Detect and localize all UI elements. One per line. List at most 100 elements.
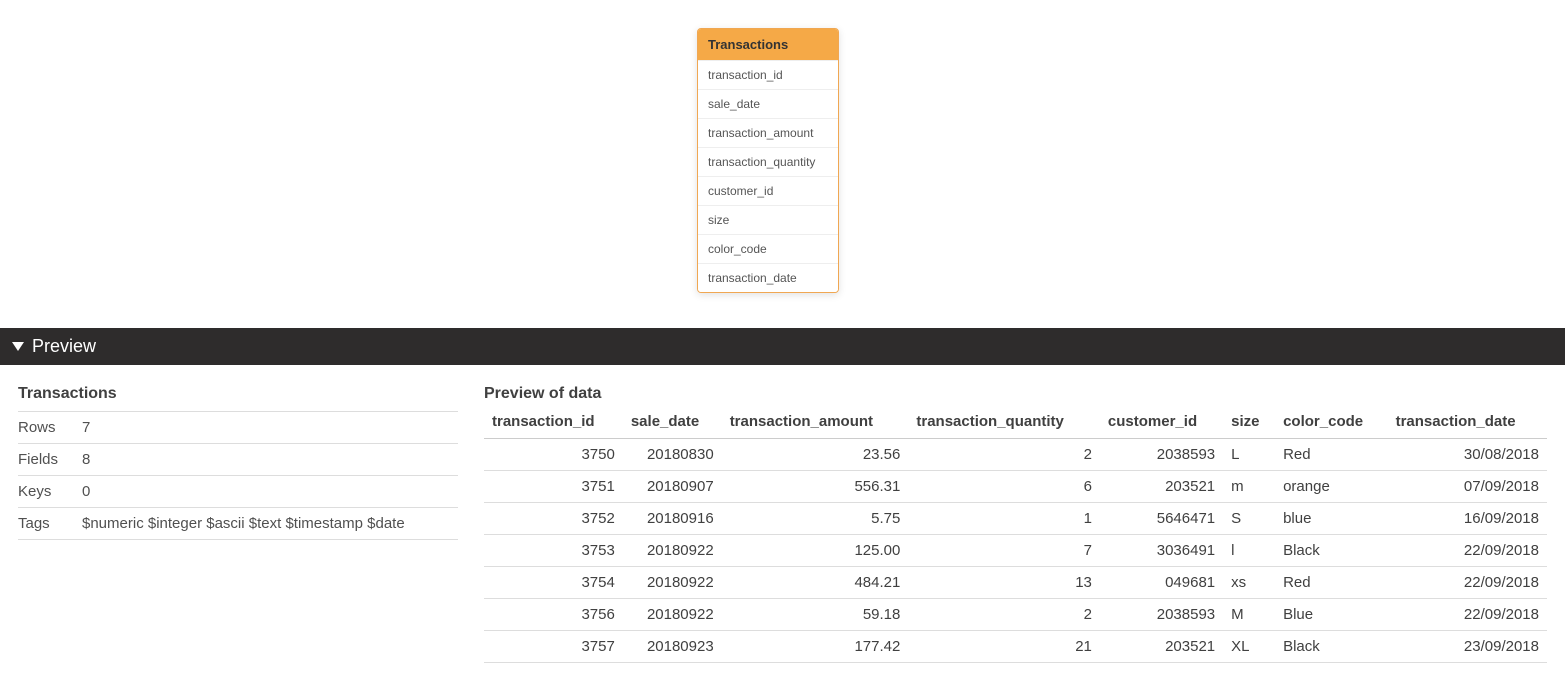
meta-row-keys: Keys 0 <box>18 476 458 508</box>
preview-bar-title: Preview <box>32 336 96 357</box>
meta-label: Rows <box>18 419 82 436</box>
table-cell: 23.56 <box>722 439 909 471</box>
meta-row-rows: Rows 7 <box>18 412 458 444</box>
column-header[interactable]: transaction_date <box>1388 407 1547 439</box>
table-cell: 203521 <box>1100 471 1223 503</box>
table-cell: 2 <box>908 599 1100 631</box>
table-card-field[interactable]: color_code <box>698 234 838 263</box>
table-row[interactable]: 3752201809165.7515646471Sblue16/09/2018 <box>484 503 1547 535</box>
table-cell: 484.21 <box>722 567 909 599</box>
table-cell: 20180916 <box>623 503 722 535</box>
collapse-icon <box>12 342 24 351</box>
column-header[interactable]: size <box>1223 407 1275 439</box>
table-cell: 203521 <box>1100 631 1223 663</box>
preview-bar[interactable]: Preview <box>0 328 1565 365</box>
table-cell: 3752 <box>484 503 623 535</box>
table-cell: 2038593 <box>1100 439 1223 471</box>
table-row[interactable]: 375320180922125.0073036491lBlack22/09/20… <box>484 535 1547 567</box>
table-cell: 20180922 <box>623 535 722 567</box>
meta-label: Tags <box>18 515 82 532</box>
meta-row-tags: Tags $numeric $integer $ascii $text $tim… <box>18 508 458 540</box>
table-cell: m <box>1223 471 1275 503</box>
table-cell: 2038593 <box>1100 599 1223 631</box>
table-card-field[interactable]: sale_date <box>698 89 838 118</box>
meta-value: 0 <box>82 483 458 500</box>
table-cell: 16/09/2018 <box>1388 503 1547 535</box>
meta-label: Keys <box>18 483 82 500</box>
table-cell: 1 <box>908 503 1100 535</box>
table-cell: 177.42 <box>722 631 909 663</box>
table-cell: S <box>1223 503 1275 535</box>
table-cell: 3753 <box>484 535 623 567</box>
table-card-field[interactable]: transaction_amount <box>698 118 838 147</box>
column-header[interactable]: sale_date <box>623 407 722 439</box>
table-cell: 20180923 <box>623 631 722 663</box>
table-card-header[interactable]: Transactions <box>698 29 838 60</box>
table-cell: 7 <box>908 535 1100 567</box>
table-cell: 556.31 <box>722 471 909 503</box>
table-cell: 20180922 <box>623 567 722 599</box>
table-cell: 21 <box>908 631 1100 663</box>
schema-canvas[interactable]: Transactions transaction_idsale_datetran… <box>0 0 1565 328</box>
table-cell: L <box>1223 439 1275 471</box>
table-cell: blue <box>1275 503 1387 535</box>
data-table: transaction_idsale_datetransaction_amoun… <box>484 407 1547 663</box>
table-cell: Blue <box>1275 599 1387 631</box>
column-header[interactable]: transaction_id <box>484 407 623 439</box>
table-cell: 3756 <box>484 599 623 631</box>
table-cell: 2 <box>908 439 1100 471</box>
table-card-field[interactable]: transaction_date <box>698 263 838 292</box>
table-cell: 07/09/2018 <box>1388 471 1547 503</box>
meta-title: Transactions <box>18 385 458 412</box>
column-header[interactable]: transaction_amount <box>722 407 909 439</box>
table-cell: 23/09/2018 <box>1388 631 1547 663</box>
table-cell: 3750 <box>484 439 623 471</box>
table-cell: 22/09/2018 <box>1388 535 1547 567</box>
table-cell: 3036491 <box>1100 535 1223 567</box>
meta-row-fields: Fields 8 <box>18 444 458 476</box>
data-panel: Preview of data transaction_idsale_datet… <box>484 385 1547 663</box>
data-title: Preview of data <box>484 385 1547 407</box>
table-cell: XL <box>1223 631 1275 663</box>
table-card-field[interactable]: transaction_quantity <box>698 147 838 176</box>
column-header[interactable]: customer_id <box>1100 407 1223 439</box>
preview-content: Transactions Rows 7 Fields 8 Keys 0 Tags… <box>0 365 1565 663</box>
table-cell: 59.18 <box>722 599 909 631</box>
table-cell: Red <box>1275 439 1387 471</box>
meta-label: Fields <box>18 451 82 468</box>
table-cell: Red <box>1275 567 1387 599</box>
table-row[interactable]: 375420180922484.2113049681xsRed22/09/201… <box>484 567 1547 599</box>
table-card-field[interactable]: size <box>698 205 838 234</box>
column-header[interactable]: transaction_quantity <box>908 407 1100 439</box>
table-cell: 5.75 <box>722 503 909 535</box>
table-cell: 3751 <box>484 471 623 503</box>
table-cell: Black <box>1275 631 1387 663</box>
table-cell: xs <box>1223 567 1275 599</box>
table-card-field[interactable]: customer_id <box>698 176 838 205</box>
table-cell: l <box>1223 535 1275 567</box>
meta-value: 7 <box>82 419 458 436</box>
table-header-row: transaction_idsale_datetransaction_amoun… <box>484 407 1547 439</box>
table-row[interactable]: 375120180907556.316203521morange07/09/20… <box>484 471 1547 503</box>
table-cell: 20180907 <box>623 471 722 503</box>
table-cell: 3757 <box>484 631 623 663</box>
meta-value: $numeric $integer $ascii $text $timestam… <box>82 515 458 532</box>
table-cell: orange <box>1275 471 1387 503</box>
table-cell: M <box>1223 599 1275 631</box>
table-cell: 6 <box>908 471 1100 503</box>
table-card-field[interactable]: transaction_id <box>698 60 838 89</box>
table-cell: 3754 <box>484 567 623 599</box>
table-cell: 125.00 <box>722 535 909 567</box>
meta-panel: Transactions Rows 7 Fields 8 Keys 0 Tags… <box>18 385 458 663</box>
table-cell: 22/09/2018 <box>1388 567 1547 599</box>
table-cell: 20180830 <box>623 439 722 471</box>
table-cell: 20180922 <box>623 599 722 631</box>
table-card-transactions[interactable]: Transactions transaction_idsale_datetran… <box>697 28 839 293</box>
column-header[interactable]: color_code <box>1275 407 1387 439</box>
table-row[interactable]: 37562018092259.1822038593MBlue22/09/2018 <box>484 599 1547 631</box>
table-row[interactable]: 375720180923177.4221203521XLBlack23/09/2… <box>484 631 1547 663</box>
table-cell: 049681 <box>1100 567 1223 599</box>
table-row[interactable]: 37502018083023.5622038593LRed30/08/2018 <box>484 439 1547 471</box>
table-cell: 5646471 <box>1100 503 1223 535</box>
table-cell: 13 <box>908 567 1100 599</box>
